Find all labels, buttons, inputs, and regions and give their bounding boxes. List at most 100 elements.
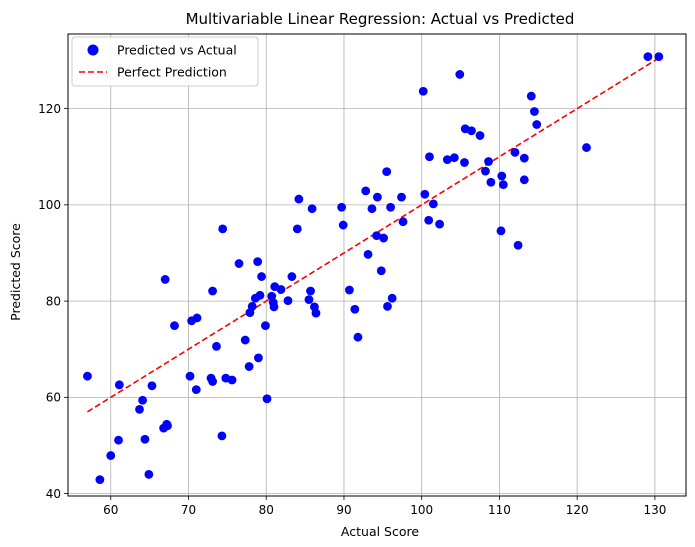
data-point <box>244 362 254 371</box>
data-point <box>345 285 354 295</box>
data-point <box>379 233 389 243</box>
data-point <box>383 301 392 311</box>
data-point <box>269 302 279 312</box>
data-point <box>114 435 123 445</box>
data-points <box>83 52 664 485</box>
x-tick-label: 60 <box>103 503 118 517</box>
data-point <box>163 421 172 431</box>
grid <box>68 34 686 496</box>
data-point <box>191 385 201 395</box>
data-point <box>498 180 508 190</box>
data-point <box>135 404 144 414</box>
data-point <box>192 313 202 323</box>
data-point <box>497 171 507 181</box>
data-point <box>372 192 382 202</box>
x-tick-label: 90 <box>336 503 351 517</box>
data-point <box>398 217 408 227</box>
data-point <box>294 194 304 204</box>
data-point <box>428 199 438 209</box>
data-point <box>486 177 496 187</box>
data-point <box>307 204 317 214</box>
data-point <box>138 395 148 405</box>
data-point <box>435 219 444 229</box>
y-tick-label: 80 <box>46 294 61 308</box>
data-point <box>306 286 315 296</box>
x-tick-label: 110 <box>488 503 511 517</box>
data-point <box>367 204 377 214</box>
data-point <box>382 167 392 177</box>
data-point <box>234 259 244 268</box>
x-tick-label: 120 <box>566 503 589 517</box>
data-point <box>217 431 227 441</box>
data-point <box>475 131 485 140</box>
data-point <box>106 451 116 460</box>
y-tick-label: 40 <box>46 487 61 501</box>
data-point <box>372 231 382 241</box>
data-point <box>144 469 154 479</box>
data-point <box>304 295 314 305</box>
x-axis-label: Actual Score <box>341 524 419 539</box>
data-point <box>350 304 360 314</box>
data-point <box>519 175 529 185</box>
data-point <box>311 308 321 318</box>
data-point <box>484 157 493 166</box>
data-point <box>418 86 428 96</box>
legend-box <box>71 36 259 87</box>
data-point <box>292 224 302 234</box>
data-point <box>254 353 263 363</box>
x-tick-label: 130 <box>643 503 666 517</box>
data-point <box>643 52 653 62</box>
data-point <box>257 272 266 281</box>
data-point <box>449 153 459 163</box>
data-point <box>425 152 434 162</box>
data-point <box>262 394 272 404</box>
y-tick-label: 100 <box>38 198 61 212</box>
x-tick-label: 80 <box>259 503 274 517</box>
data-point <box>353 332 363 342</box>
data-point <box>212 341 221 351</box>
data-point <box>442 155 452 165</box>
data-point <box>83 371 92 381</box>
data-point <box>287 272 297 281</box>
data-point <box>247 301 257 311</box>
x-tick-label: 70 <box>181 503 196 517</box>
data-point <box>481 166 490 176</box>
data-point <box>532 120 542 129</box>
data-point <box>530 107 539 116</box>
data-point <box>460 158 469 167</box>
data-point <box>140 434 150 444</box>
axis-ticks: 60 70 80 90 100 110 120 130 40 60 80 100 120 <box>38 102 666 517</box>
data-point <box>361 186 371 196</box>
data-point <box>208 377 217 386</box>
data-point <box>261 321 270 331</box>
data-point <box>227 375 237 385</box>
data-point <box>185 371 195 381</box>
legend: Predicted vs Actual Perfect Prediction <box>71 36 259 87</box>
data-point <box>467 126 476 136</box>
data-point <box>654 52 664 62</box>
data-point <box>276 285 286 294</box>
legend-label-line: Perfect Prediction <box>117 65 227 80</box>
data-point <box>510 147 520 157</box>
legend-marker-scatter <box>87 44 99 56</box>
data-point <box>114 380 124 390</box>
plot-frame <box>67 33 687 497</box>
chart-title: Multivariable Linear Regression: Actual … <box>186 10 575 28</box>
data-point <box>424 215 434 225</box>
data-point <box>95 475 105 485</box>
data-point <box>240 335 250 345</box>
data-point <box>255 290 265 300</box>
data-point <box>253 257 263 267</box>
data-point <box>513 240 523 250</box>
data-point <box>363 250 373 259</box>
data-point <box>147 381 157 391</box>
data-point <box>526 91 536 101</box>
data-point <box>376 266 386 276</box>
y-tick-label: 120 <box>38 102 61 116</box>
data-point <box>519 153 529 163</box>
data-point <box>208 286 217 296</box>
legend-label-scatter: Predicted vs Actual <box>117 43 237 58</box>
data-point <box>283 296 293 306</box>
